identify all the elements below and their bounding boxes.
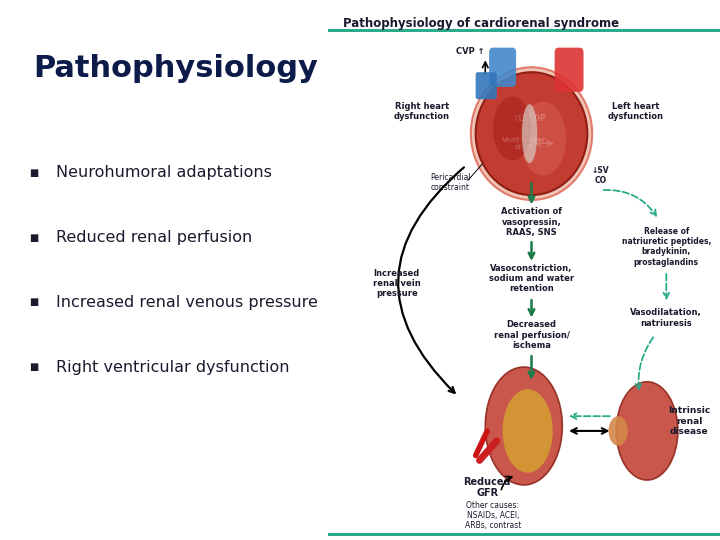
Text: ■: ■ — [30, 168, 39, 178]
Text: Vasoconstriction,
sodium and water
retention: Vasoconstriction, sodium and water reten… — [489, 264, 574, 293]
Text: Activation of
vasopressin,
RAAS, SNS: Activation of vasopressin, RAAS, SNS — [501, 207, 562, 237]
Ellipse shape — [608, 416, 628, 446]
Text: Pathophysiology: Pathophysiology — [33, 54, 318, 83]
Text: ■: ■ — [30, 233, 39, 242]
Text: CVP ↑: CVP ↑ — [456, 47, 484, 56]
Ellipse shape — [520, 102, 566, 176]
Text: ■: ■ — [30, 362, 39, 372]
FancyBboxPatch shape — [476, 72, 497, 99]
Text: Reduced renal perfusion: Reduced renal perfusion — [55, 230, 252, 245]
Ellipse shape — [493, 97, 531, 160]
Text: Pathophysiology of cardiorenal syndrome: Pathophysiology of cardiorenal syndrome — [343, 17, 619, 30]
Text: Vasodilatation,
natriuresis: Vasodilatation, natriuresis — [631, 308, 702, 328]
Ellipse shape — [616, 382, 678, 480]
Text: Neurohumoral adaptations: Neurohumoral adaptations — [55, 165, 271, 180]
Text: ↑LVEDP: ↑LVEDP — [513, 114, 546, 123]
Text: Pericardial
constraint: Pericardial constraint — [431, 173, 471, 192]
Text: Decreased
renal perfusion/
ischema: Decreased renal perfusion/ ischema — [494, 320, 570, 350]
FancyBboxPatch shape — [489, 48, 516, 87]
Text: Left heart
dysfunction: Left heart dysfunction — [608, 102, 664, 121]
Ellipse shape — [503, 389, 553, 472]
Text: Right ventricular dysfunction: Right ventricular dysfunction — [55, 360, 289, 375]
FancyBboxPatch shape — [554, 48, 583, 92]
Text: Increased
renal vein
pressure: Increased renal vein pressure — [373, 268, 420, 299]
Text: Reduced
GFR: Reduced GFR — [464, 477, 511, 498]
Text: ↓SV
CO: ↓SV CO — [592, 166, 610, 185]
Text: Intrinsic
renal
disease: Intrinsic renal disease — [668, 406, 711, 436]
Ellipse shape — [471, 68, 592, 200]
Text: Release of
natriuretic peptides,
bradykinin,
prostaglandins: Release of natriuretic peptides, bradyki… — [621, 227, 711, 267]
Ellipse shape — [485, 367, 562, 485]
Text: Ventricular
shift: Ventricular shift — [502, 137, 546, 150]
Text: ■: ■ — [30, 298, 39, 307]
Text: Right heart
dysfunction: Right heart dysfunction — [394, 102, 450, 121]
Text: Other causes:
NSAIDs, ACEI,
ARBs, contrast: Other causes: NSAIDs, ACEI, ARBs, contra… — [465, 501, 521, 530]
Ellipse shape — [522, 104, 537, 163]
Text: Increased renal venous pressure: Increased renal venous pressure — [55, 295, 318, 310]
Ellipse shape — [476, 72, 588, 195]
